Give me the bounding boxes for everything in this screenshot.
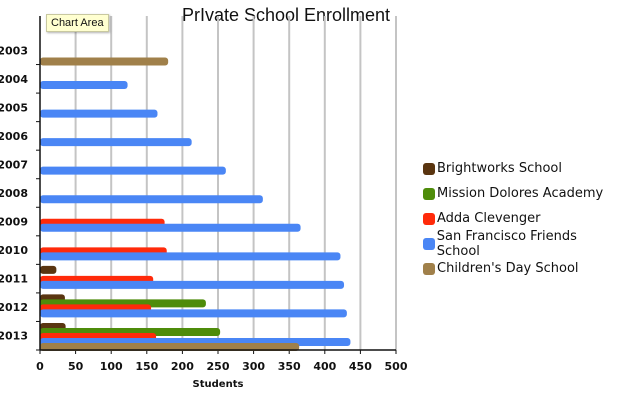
legend: Brightworks School Mission Dolores Academ… [423,156,620,281]
x-tick-label: 100 [100,360,123,373]
bar-san-francisco-friends-school-2008 [40,195,263,204]
bar-san-francisco-friends-school-2010 [40,252,341,261]
y-tick-label: 2011 [0,273,28,286]
bar-san-francisco-friends-school-2011 [40,280,345,289]
x-tick-label: 350 [278,360,301,373]
chart-area-tooltip: Chart Area [46,14,109,32]
bar-children-s-day-school-2013 [40,342,300,351]
chart-title: PrIvate School Enrollment [181,5,391,25]
y-tick-label: 2012 [0,301,28,314]
x-tick-label: 50 [68,360,84,373]
legend-label: Brightworks School [437,161,562,176]
bar-brightworks-school-2011 [40,265,57,274]
legend-swatch [423,262,435,275]
y-tick-label: 2009 [0,216,28,229]
legend-swatch [423,187,435,200]
x-tick-label: 500 [385,360,408,373]
legend-swatch [423,212,435,225]
legend-label: Adda Clevenger [437,211,541,226]
x-tick-label: 450 [349,360,372,373]
y-tick-label: 2004 [0,73,28,86]
x-axis-label: Students [193,379,244,390]
legend-item: Adda Clevenger [423,206,620,231]
legend-swatch [423,237,435,250]
legend-item: Children's Day School [423,256,620,281]
y-tick-label: 2008 [0,187,28,200]
legend-item: San Francisco Friends School [423,228,620,259]
y-tick-label: 2007 [0,158,28,171]
x-tick-label: 200 [171,360,194,373]
x-tick-label: 150 [135,360,158,373]
x-tick-label: 300 [242,360,265,373]
y-tick-label: 2013 [0,330,28,343]
x-tick-label: 0 [36,360,44,373]
bar-san-francisco-friends-school-2005 [40,109,158,118]
bar-san-francisco-friends-school-2004 [40,81,128,90]
bar-san-francisco-friends-school-2007 [40,166,226,175]
bar-san-francisco-friends-school-2006 [40,138,192,147]
legend-label: Children's Day School [437,261,579,276]
bar-san-francisco-friends-school-2012 [40,309,347,318]
y-tick-label: 2010 [0,244,28,257]
x-tick-label: 400 [313,360,336,373]
legend-label: Mission Dolores Academy [437,186,604,201]
y-tick-label: 2005 [0,101,28,114]
bar-san-francisco-friends-school-2009 [40,223,301,232]
x-tick-label: 250 [207,360,230,373]
y-tick-label: 2006 [0,130,28,143]
legend-label: San Francisco Friends School [436,228,577,259]
legend-item: Brightworks School [423,156,620,181]
legend-item: Mission Dolores Academy [423,181,620,206]
y-tick-label: 2003 [0,44,28,57]
legend-swatch [423,162,435,175]
bar-children-s-day-school-2003 [40,57,169,66]
